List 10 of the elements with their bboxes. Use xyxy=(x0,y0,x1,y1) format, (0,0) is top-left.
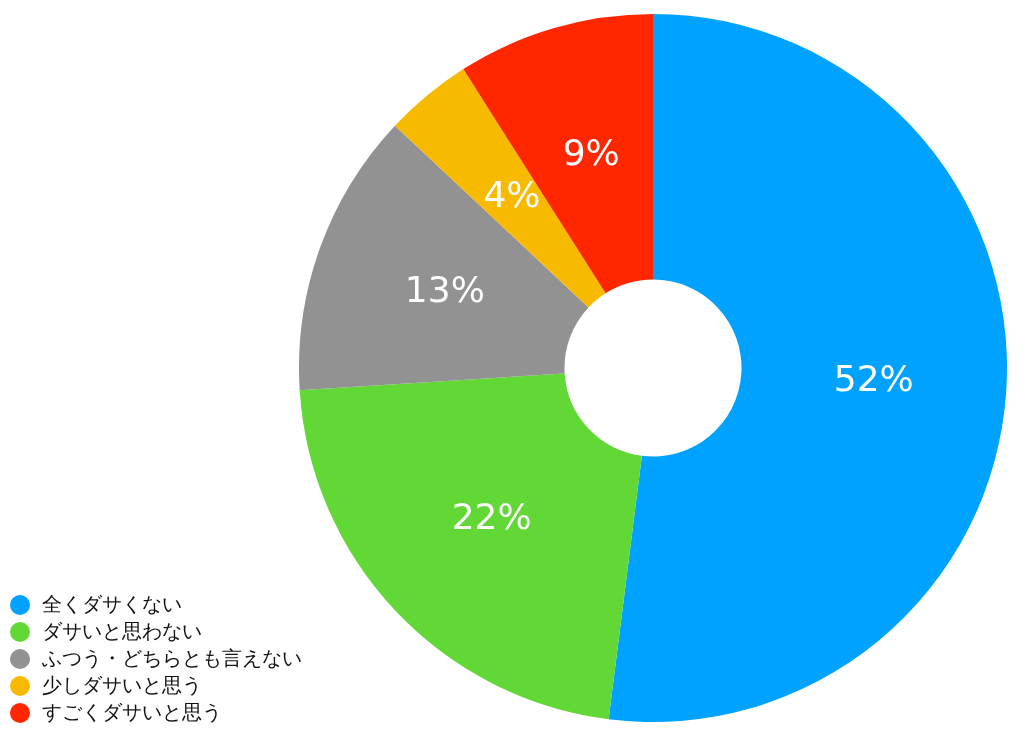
legend-label: すごくダサいと思う xyxy=(42,699,222,726)
legend-label: ダサいと思わない xyxy=(42,618,202,645)
legend-label: 少しダサいと思う xyxy=(42,672,202,699)
legend-label: 全くダサくない xyxy=(42,591,182,618)
data-label: 4% xyxy=(483,173,541,215)
legend-label: ふつう・どちらとも言えない xyxy=(42,645,302,672)
data-label: 9% xyxy=(562,131,620,173)
data-label: 22% xyxy=(451,495,532,537)
data-label: 13% xyxy=(404,269,485,311)
data-label: 52% xyxy=(833,358,914,400)
